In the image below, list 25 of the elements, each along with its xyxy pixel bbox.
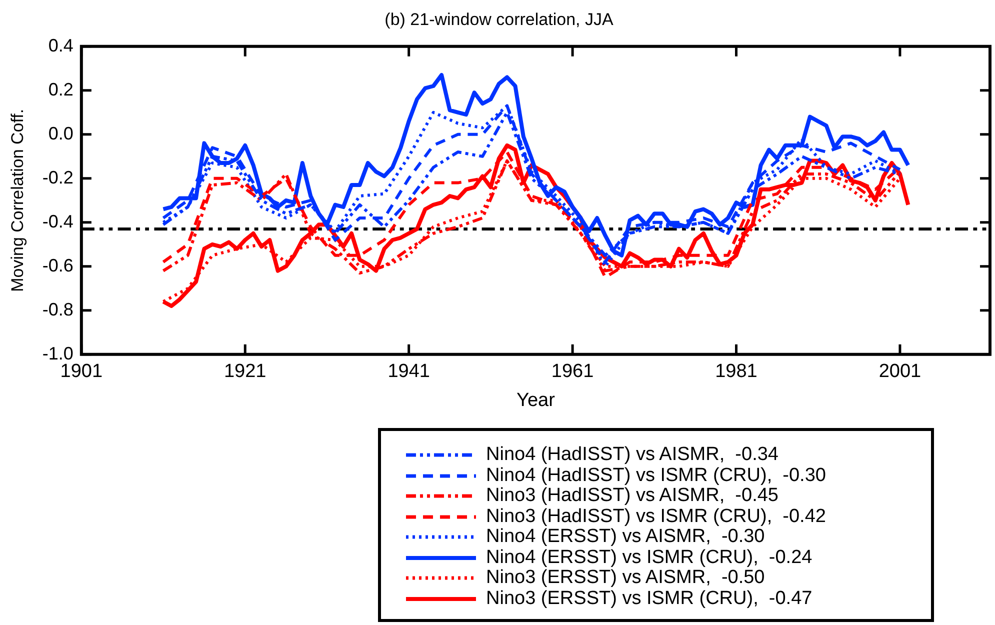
x-tick-label: 2001 [878,361,922,382]
y-tick-label: -0.4 [42,211,74,232]
chart-title: (b) 21-window correlation, JJA [384,10,614,29]
y-tick-label: 0.0 [48,123,74,144]
y-axis-title: Moving Correlation Coff. [8,108,27,292]
y-tick-label: -1.0 [42,343,74,364]
legend-label: Nino4 (HadISST) vs ISMR (CRU), -0.30 [486,464,826,487]
x-axis-title: Year [516,390,556,411]
y-tick-label: 0.4 [48,35,74,56]
x-tick-label: 1901 [60,361,103,382]
y-tick-label: -0.8 [42,299,74,320]
legend-label: Nino4 (ERSST) vs AISMR, -0.30 [486,526,765,548]
legend-label: Nino3 (HadISST) vs AISMR, -0.45 [486,485,778,508]
y-tick-label: 0.2 [48,79,74,100]
x-tick-label: 1941 [388,361,430,382]
y-tick-label: -0.2 [42,167,74,188]
legend-label: Nino4 (ERSST) vs ISMR (CRU), -0.24 [486,546,812,569]
legend-label: Nino3 (ERSST) vs AISMR, -0.50 [486,567,765,590]
legend-label: Nino4 (HadISST) vs AISMR, -0.34 [486,444,778,466]
x-tick-label: 1961 [551,361,594,382]
legend-label: Nino3 (ERSST) vs ISMR (CRU), -0.47 [486,588,812,610]
x-tick-label: 1921 [224,361,266,382]
x-tick-label: 1981 [715,361,758,382]
legend-label: Nino3 (HadISST) vs ISMR (CRU), -0.42 [486,506,826,528]
y-tick-label: -0.6 [42,255,74,276]
